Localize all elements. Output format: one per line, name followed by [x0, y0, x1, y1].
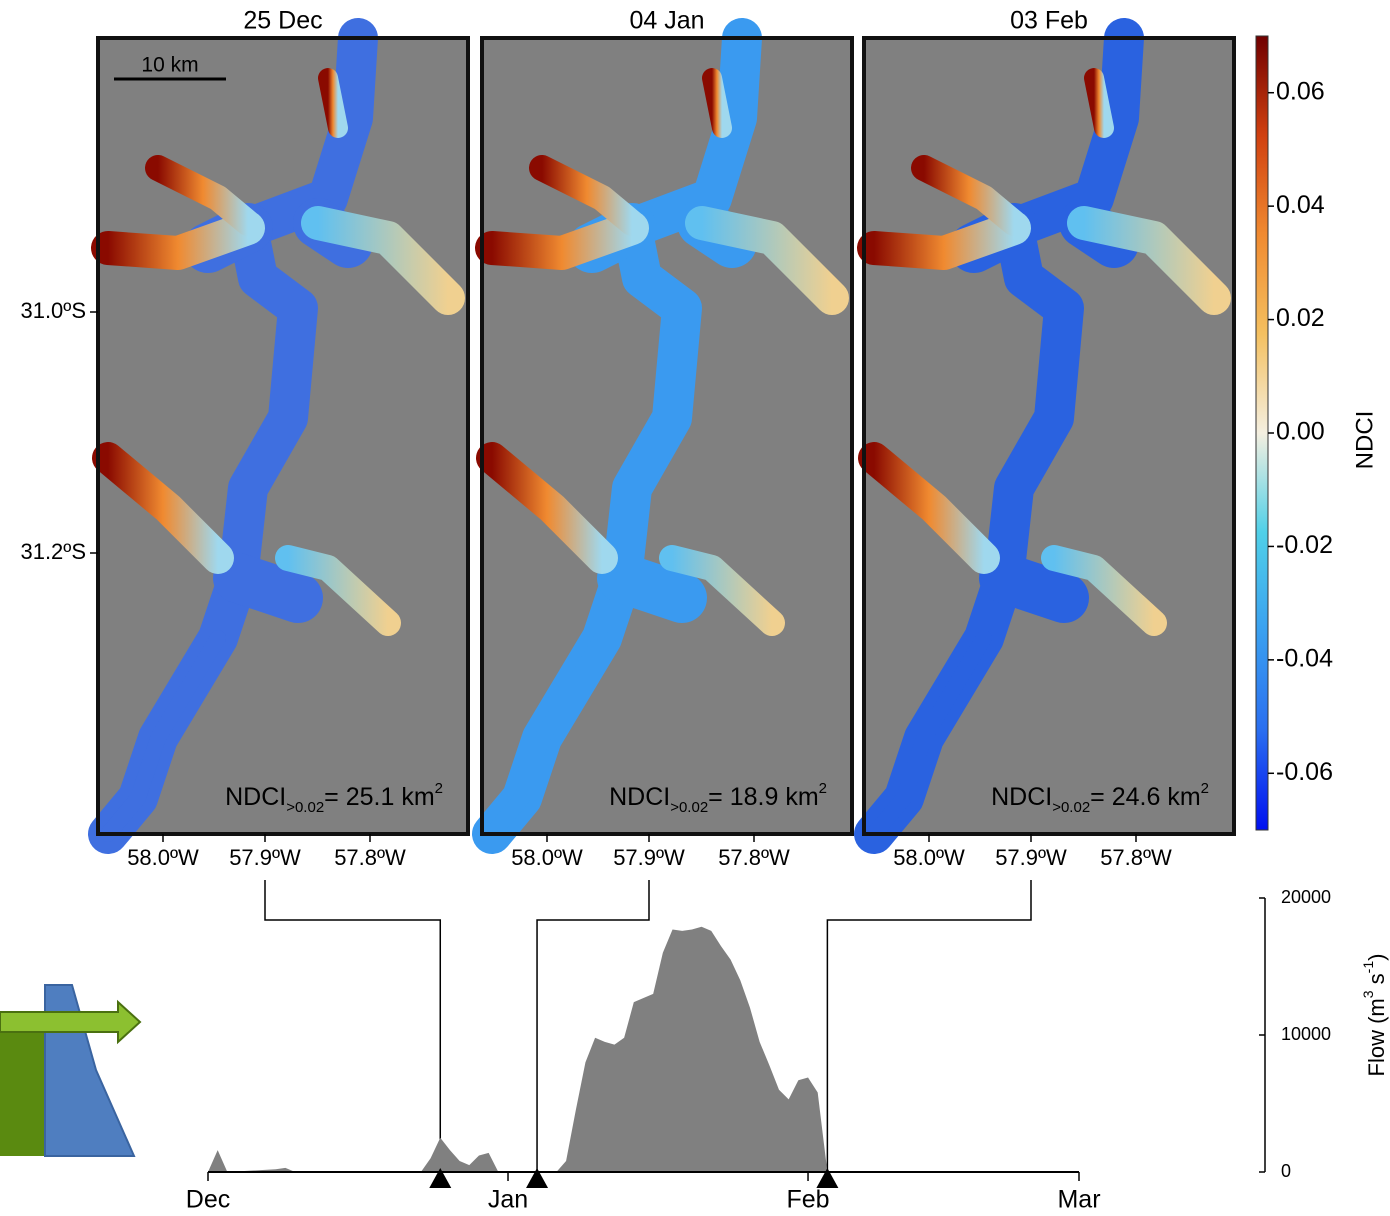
map-title: 04 Jan [629, 7, 704, 35]
lat-label: 31.2ºS [20, 539, 86, 564]
lon-label: 57.8ºW [334, 845, 406, 870]
lon-label: 57.9ºW [613, 845, 685, 870]
area-stat: NDCI>0.02= 24.6 km2 [991, 780, 1209, 816]
colorbar-tick-label: 0.02 [1276, 304, 1325, 332]
x-tick-label: Jan [488, 1186, 528, 1214]
colorbar-tick-label: -0.04 [1276, 644, 1333, 672]
y-label-part: s [1364, 973, 1389, 990]
connector [265, 880, 440, 1172]
colorbar-tick-label: 0.04 [1276, 191, 1325, 219]
stat-superscript: 2 [435, 780, 443, 797]
x-tick-label: Mar [1057, 1186, 1100, 1214]
stat-name: NDCI [225, 783, 286, 811]
y-label-part: 3 [1360, 990, 1376, 998]
y-tick-label: 20000 [1281, 887, 1331, 907]
lon-label: 57.9ºW [995, 845, 1067, 870]
stat-name: NDCI [609, 783, 670, 811]
colorbar-label: NDCI [1351, 411, 1378, 470]
area-stat: NDCI>0.02= 25.1 km2 [225, 780, 443, 816]
colorbar-scale [1256, 36, 1268, 830]
stat-subscript: >0.02 [1052, 799, 1090, 816]
area-stat: NDCI>0.02= 18.9 km2 [609, 780, 827, 816]
colorbar-tick-label: -0.02 [1276, 531, 1333, 559]
y-label-part: Flow (m [1364, 998, 1389, 1076]
lon-label: 57.8ºW [1100, 845, 1172, 870]
dam-icon [0, 985, 140, 1156]
x-tick-label: Dec [186, 1186, 230, 1214]
y-tick-label: 0 [1281, 1161, 1291, 1181]
scale-bar-label: 10 km [141, 54, 198, 77]
lon-label: 58.0ºW [127, 845, 199, 870]
lat-label: 31.0ºS [20, 298, 86, 323]
map-title: 03 Feb [1010, 7, 1088, 35]
lon-label: 58.0ºW [893, 845, 965, 870]
flow-chart: Dec Jan Feb Mar 0 10000 20000 Flow (m3 s-1) [186, 880, 1389, 1214]
x-tick-label: Feb [786, 1186, 829, 1214]
map-title: 25 Dec [243, 7, 322, 35]
lon-label: 57.9ºW [229, 845, 301, 870]
y-label-part: -1 [1360, 961, 1376, 974]
figure: 25 DecNDCI>0.02= 25.1 km258.0ºW57.9ºW57.… [0, 0, 1390, 1216]
flow-area [208, 927, 1079, 1172]
lon-label: 58.0ºW [511, 845, 583, 870]
stat-text: = 18.9 km [708, 783, 818, 811]
colorbar-tick-label: 0.06 [1276, 77, 1325, 105]
stat-text: = 24.6 km [1090, 783, 1200, 811]
lon-label: 57.8ºW [718, 845, 790, 870]
stat-superscript: 2 [819, 780, 827, 797]
stat-subscript: >0.02 [670, 799, 708, 816]
y-label-part: ) [1364, 954, 1389, 961]
stat-subscript: >0.02 [286, 799, 324, 816]
colorbar-tick-label: -0.06 [1276, 758, 1333, 786]
stat-name: NDCI [991, 783, 1052, 811]
colorbar-tick-label: 0.00 [1276, 418, 1325, 446]
y-tick-label: 10000 [1281, 1024, 1331, 1044]
connector [827, 880, 1031, 1172]
colorbar: 0.06 0.04 0.02 0.00 -0.02 -0.04 -0.06 NDCI [1256, 36, 1378, 830]
stat-superscript: 2 [1201, 780, 1209, 797]
stat-text: = 25.1 km [324, 783, 434, 811]
y-axis-label: Flow (m3 s-1) [1360, 954, 1389, 1077]
